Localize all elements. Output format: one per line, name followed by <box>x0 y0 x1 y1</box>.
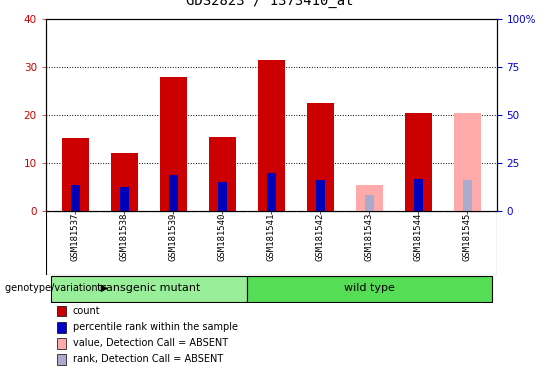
Text: GSM181541: GSM181541 <box>267 213 276 262</box>
Bar <box>218 182 227 211</box>
Text: GSM181537: GSM181537 <box>71 213 80 262</box>
Text: GSM181544: GSM181544 <box>414 213 423 262</box>
Text: GSM181538: GSM181538 <box>120 213 129 262</box>
Bar <box>316 180 325 211</box>
Bar <box>247 276 492 302</box>
Bar <box>414 179 423 211</box>
Text: wild type: wild type <box>344 283 395 293</box>
Bar <box>365 195 374 211</box>
Text: GSM181540: GSM181540 <box>218 213 227 262</box>
Text: rank, Detection Call = ABSENT: rank, Detection Call = ABSENT <box>73 354 223 364</box>
Bar <box>51 276 247 302</box>
Text: GDS2823 / 1373410_at: GDS2823 / 1373410_at <box>186 0 354 8</box>
Text: GSM181539: GSM181539 <box>169 213 178 262</box>
Bar <box>454 113 481 211</box>
Text: percentile rank within the sample: percentile rank within the sample <box>73 322 238 332</box>
Text: GSM181545: GSM181545 <box>463 213 472 262</box>
Bar <box>405 113 432 211</box>
Bar <box>169 175 178 211</box>
Bar <box>111 153 138 211</box>
Bar <box>267 173 276 211</box>
Bar <box>62 138 89 211</box>
Bar <box>120 187 129 211</box>
Bar <box>258 60 285 211</box>
Text: transgenic mutant: transgenic mutant <box>97 283 200 293</box>
Bar <box>71 185 80 211</box>
Text: value, Detection Call = ABSENT: value, Detection Call = ABSENT <box>73 338 228 348</box>
Text: GSM181542: GSM181542 <box>316 213 325 262</box>
Text: genotype/variation ▶: genotype/variation ▶ <box>5 283 109 293</box>
Bar <box>209 137 236 211</box>
Bar <box>356 185 383 211</box>
Bar <box>307 103 334 211</box>
Text: GSM181543: GSM181543 <box>365 213 374 262</box>
Bar <box>463 180 472 211</box>
Text: count: count <box>73 306 100 316</box>
Bar <box>160 77 187 211</box>
